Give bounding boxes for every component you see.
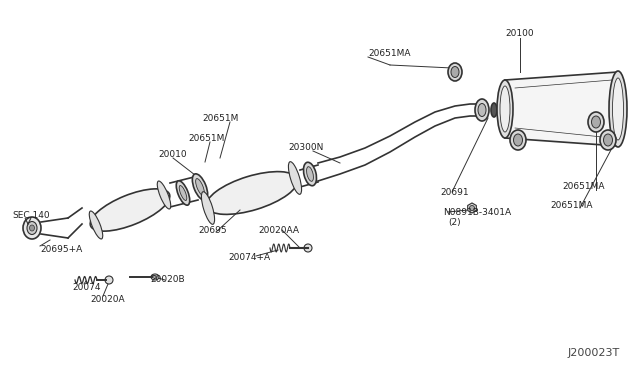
- Ellipse shape: [202, 192, 214, 224]
- Ellipse shape: [448, 63, 462, 81]
- Text: 20010: 20010: [158, 150, 187, 158]
- Text: 20100: 20100: [506, 29, 534, 38]
- Ellipse shape: [497, 80, 513, 138]
- Circle shape: [105, 276, 113, 284]
- Ellipse shape: [478, 103, 486, 116]
- Ellipse shape: [193, 174, 207, 200]
- Ellipse shape: [157, 181, 171, 209]
- Text: J200023T: J200023T: [568, 348, 620, 358]
- Text: 20300N: 20300N: [288, 142, 323, 151]
- Ellipse shape: [500, 86, 510, 132]
- Ellipse shape: [196, 179, 204, 195]
- Ellipse shape: [89, 211, 103, 239]
- Text: 20651MA: 20651MA: [550, 201, 593, 209]
- Ellipse shape: [179, 186, 187, 201]
- Ellipse shape: [29, 225, 35, 231]
- Ellipse shape: [206, 171, 298, 214]
- Ellipse shape: [491, 103, 497, 117]
- Ellipse shape: [307, 167, 314, 181]
- Ellipse shape: [513, 134, 522, 146]
- Text: SEC.140: SEC.140: [12, 211, 50, 220]
- Text: 20074: 20074: [72, 282, 100, 292]
- Text: 20695+A: 20695+A: [40, 244, 83, 253]
- Ellipse shape: [612, 78, 623, 140]
- Text: 20020B: 20020B: [150, 276, 184, 285]
- Circle shape: [304, 244, 312, 252]
- Ellipse shape: [609, 71, 627, 147]
- Ellipse shape: [27, 221, 37, 234]
- Ellipse shape: [604, 134, 612, 146]
- Polygon shape: [468, 203, 476, 213]
- Text: 20651M: 20651M: [202, 113, 238, 122]
- Ellipse shape: [591, 116, 600, 128]
- Ellipse shape: [510, 130, 526, 150]
- Ellipse shape: [600, 130, 616, 150]
- Text: 20020A: 20020A: [90, 295, 125, 304]
- Text: 20074+A: 20074+A: [228, 253, 270, 263]
- Ellipse shape: [151, 274, 159, 280]
- Ellipse shape: [588, 112, 604, 132]
- Ellipse shape: [303, 162, 317, 186]
- Ellipse shape: [90, 189, 170, 231]
- Text: 20651MA: 20651MA: [562, 182, 605, 190]
- Ellipse shape: [475, 99, 489, 121]
- Text: 20691: 20691: [440, 187, 468, 196]
- Ellipse shape: [176, 181, 189, 205]
- Ellipse shape: [23, 217, 41, 239]
- Text: (2): (2): [448, 218, 461, 227]
- Text: 20651MA: 20651MA: [368, 48, 410, 58]
- Circle shape: [470, 205, 474, 211]
- Ellipse shape: [451, 67, 459, 77]
- Ellipse shape: [289, 162, 301, 194]
- Text: 20651M: 20651M: [188, 134, 225, 142]
- Text: N0891B-3401A: N0891B-3401A: [443, 208, 511, 217]
- Text: 20695: 20695: [198, 225, 227, 234]
- Text: 20020AA: 20020AA: [258, 225, 299, 234]
